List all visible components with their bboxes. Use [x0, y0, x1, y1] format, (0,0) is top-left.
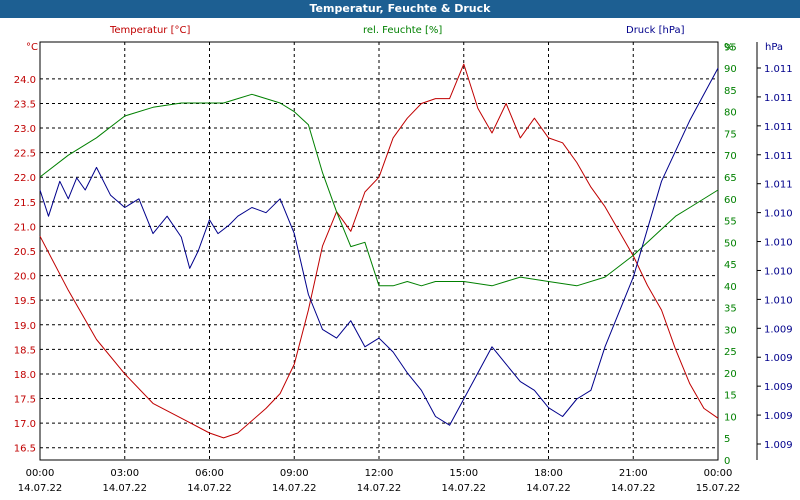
humidity-tick-label: 60 [724, 195, 737, 206]
x-tick-time: 06:00 [195, 468, 224, 479]
x-tick-date: 14.07.22 [611, 483, 656, 494]
humidity-tick-label: 50 [724, 238, 737, 249]
pressure-tick-label: 1.010 [764, 238, 793, 249]
humidity-tick-label: 25 [724, 347, 737, 358]
pressure-tick-label: 1.009 [764, 440, 793, 451]
humidity-tick-label: 90 [724, 64, 737, 75]
humidity-tick-label: 35 [724, 304, 737, 315]
temperature-tick-label: 20.5 [14, 247, 36, 258]
humidity-tick-label: 75 [724, 129, 737, 140]
pressure-tick-label: 1.010 [764, 266, 793, 277]
pressure-unit-label: hPa [765, 42, 783, 53]
humidity-tick-label: 5 [724, 434, 730, 445]
x-tick-time: 00:00 [704, 468, 733, 479]
humidity-tick-label: 80 [724, 108, 737, 119]
x-tick-date: 14.07.22 [187, 483, 232, 494]
humidity-unit-label: % [724, 42, 734, 53]
temperature-tick-label: 19.0 [14, 321, 36, 332]
pressure-tick-label: 1.011 [764, 180, 793, 191]
x-tick-date: 14.07.22 [102, 483, 147, 494]
humidity-tick-label: 85 [724, 86, 737, 97]
humidity-tick-label: 95 [724, 42, 737, 53]
series-line-temperature [39, 63, 719, 439]
temperature-tick-label: 17.0 [14, 419, 36, 430]
humidity-tick-label: 65 [724, 173, 737, 184]
pressure-tick-label: 1.010 [764, 209, 793, 220]
humidity-tick-label: 40 [724, 282, 737, 293]
x-tick-date: 14.07.22 [272, 483, 317, 494]
pressure-tick-label: 1.011 [764, 151, 793, 162]
x-tick-date: 15.07.22 [696, 483, 741, 494]
humidity-tick-label: 45 [724, 260, 737, 271]
x-tick-date: 14.07.22 [526, 483, 571, 494]
x-tick-date: 14.07.22 [18, 483, 63, 494]
humidity-tick-label: 30 [724, 325, 737, 336]
temperature-unit-label: °C [26, 42, 38, 53]
chart-area: °C Temperatur [°C]% rel. Feuchte [%] hPa Dru… [14, 25, 793, 494]
pressure-tick-label: 1.011 [764, 93, 793, 104]
x-tick-time: 00:00 [26, 468, 55, 479]
x-tick-time: 15:00 [449, 468, 478, 479]
humidity-tick-label: 10 [724, 412, 737, 423]
x-tick-date: 14.07.22 [357, 483, 402, 494]
series-line-humidity [39, 93, 719, 287]
temperature-tick-label: 16.5 [14, 444, 36, 455]
temperature-tick-label: 22.0 [14, 173, 36, 184]
temperature-tick-label: 20.0 [14, 272, 36, 283]
chart-title: Temperatur, Feuchte & Druck [0, 0, 800, 18]
temperature-tick-label: 23.5 [14, 99, 36, 110]
pressure-tick-label: 1.009 [764, 324, 793, 335]
pressure-tick-label: 1.011 [764, 64, 793, 75]
temperature-tick-label: 19.5 [14, 296, 36, 307]
x-tick-time: 12:00 [365, 468, 394, 479]
pressure-tick-label: 1.009 [764, 411, 793, 422]
humidity-tick-label: 15 [724, 391, 737, 402]
pressure-tick-label: 1.009 [764, 382, 793, 393]
pressure-axis-title: Druck [hPa] [626, 25, 685, 36]
temperature-tick-label: 22.5 [14, 149, 36, 160]
pressure-tick-label: 1.009 [764, 353, 793, 364]
pressure-tick-label: 1.010 [764, 295, 793, 306]
temperature-axis-title: Temperatur [°C] [109, 25, 190, 36]
humidity-tick-label: 70 [724, 151, 737, 162]
series-line-pressure [39, 67, 719, 426]
humidity-tick-label: 20 [724, 369, 737, 380]
temperature-tick-label: 23.0 [14, 124, 36, 135]
temperature-tick-label: 21.5 [14, 198, 36, 209]
temperature-tick-label: 18.5 [14, 345, 36, 356]
temperature-tick-label: 18.0 [14, 370, 36, 381]
temperature-tick-label: 21.0 [14, 222, 36, 233]
humidity-tick-label: 55 [724, 217, 737, 228]
temperature-tick-label: 17.5 [14, 395, 36, 406]
x-tick-date: 14.07.22 [441, 483, 486, 494]
x-tick-time: 18:00 [534, 468, 563, 479]
humidity-tick-label: 0 [724, 456, 730, 467]
temperature-tick-label: 24.0 [14, 75, 36, 86]
pressure-tick-label: 1.011 [764, 122, 793, 133]
humidity-axis-title: rel. Feuchte [%] [363, 25, 442, 36]
x-tick-time: 03:00 [110, 468, 139, 479]
x-tick-time: 21:00 [619, 468, 648, 479]
x-tick-time: 09:00 [280, 468, 309, 479]
